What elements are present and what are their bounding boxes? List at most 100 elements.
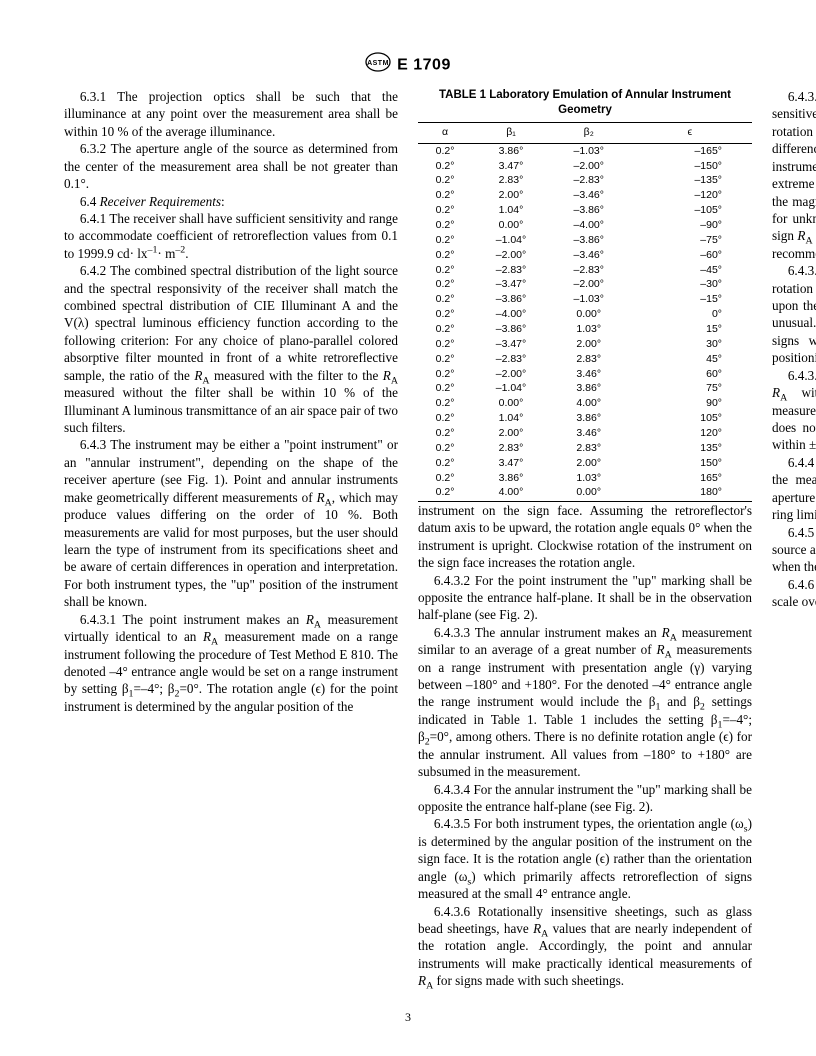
table-cell: –3.47° <box>472 278 550 293</box>
table-cell: 0.2° <box>418 308 472 323</box>
table-cell: –165° <box>628 144 752 159</box>
table-cell: 0.2° <box>418 352 472 367</box>
para-6-4-3-6: 6.4.3.6 Rotationally insensitive sheetin… <box>418 903 752 990</box>
page-body: 6.3.1 The projection optics shall be suc… <box>64 88 752 1000</box>
table-cell: 3.46° <box>550 367 628 382</box>
table-cell: 75° <box>628 382 752 397</box>
table-header-cell: α <box>418 123 472 144</box>
para-6-3-1: 6.3.1 The projection optics shall be suc… <box>64 88 398 140</box>
table-cell: 4.00° <box>472 486 550 501</box>
table-row: 0.2°3.47°–2.00°–150° <box>418 159 752 174</box>
table-cell: 0.2° <box>418 263 472 278</box>
para-6-4-3-5: 6.4.3.5 For both instrument types, the o… <box>418 815 752 902</box>
table-row: 0.2°2.83°2.83°135° <box>418 441 752 456</box>
table-row: 0.2°3.86°–1.03°–165° <box>418 144 752 159</box>
table-1-grid: αβ₁β₂ϵ 0.2°3.86°–1.03°–165°0.2°3.47°–2.0… <box>418 122 752 501</box>
table-cell: 0.2° <box>418 278 472 293</box>
table-cell: 45° <box>628 352 752 367</box>
table-cell: 0.00° <box>472 397 550 412</box>
table-1: TABLE 1 Laboratory Emulation of Annular … <box>418 88 752 502</box>
table-cell: 0.00° <box>550 486 628 501</box>
para-6-4-1: 6.4.1 The receiver shall have sufficient… <box>64 210 398 262</box>
para-6-4-3-7: 6.4.3.7 Most prismatic retroreflectors a… <box>772 88 816 262</box>
table-cell: –135° <box>628 174 752 189</box>
table-cell: –3.86° <box>472 293 550 308</box>
table-cell: –2.83° <box>472 263 550 278</box>
table-row: 0.2°–1.04°–3.86°–75° <box>418 233 752 248</box>
para-6-4-3-4: 6.4.3.4 For the annular instrument the "… <box>418 781 752 816</box>
table-cell: 105° <box>628 412 752 427</box>
table-header-cell: ϵ <box>628 123 752 144</box>
table-cell: 1.03° <box>550 323 628 338</box>
table-cell: 150° <box>628 456 752 471</box>
table-cell: –3.86° <box>550 204 628 219</box>
table-cell: –30° <box>628 278 752 293</box>
para-6-4-3-2: 6.4.3.2 For the point instrument the "up… <box>418 572 752 624</box>
table-cell: 1.04° <box>472 204 550 219</box>
table-row: 0.2°3.86°1.03°165° <box>418 471 752 486</box>
table-row: 0.2°–3.47°–2.00°–30° <box>418 278 752 293</box>
table-cell: –2.83° <box>550 263 628 278</box>
table-cell: –1.03° <box>550 293 628 308</box>
table-cell: 2.00° <box>472 427 550 442</box>
table-cell: 0.2° <box>418 367 472 382</box>
table-cell: –45° <box>628 263 752 278</box>
table-cell: 0.2° <box>418 144 472 159</box>
table-cell: –3.86° <box>472 323 550 338</box>
table-cell: 180° <box>628 486 752 501</box>
table-header-cell: β₂ <box>550 123 628 144</box>
table-cell: 0.2° <box>418 323 472 338</box>
table-cell: –15° <box>628 293 752 308</box>
table-cell: –90° <box>628 219 752 234</box>
para-6-4-header: 6.4 Receiver Requirements: <box>64 193 398 210</box>
para-6-4-3-1: 6.4.3.1 The point instrument makes an RA… <box>64 611 398 716</box>
table-cell: –2.00° <box>550 278 628 293</box>
table-cell: 3.47° <box>472 159 550 174</box>
table-cell: –2.00° <box>472 367 550 382</box>
table-cell: 2.00° <box>550 456 628 471</box>
page-header: ASTM E 1709 <box>0 52 816 78</box>
table-cell: 1.04° <box>472 412 550 427</box>
table-cell: –3.46° <box>550 189 628 204</box>
standard-designation: E 1709 <box>397 56 451 73</box>
table-cell: 2.00° <box>472 189 550 204</box>
table-cell: 0.2° <box>418 382 472 397</box>
table-row: 0.2°–2.83°–2.83°–45° <box>418 263 752 278</box>
table-row: 0.2°–2.83°2.83°45° <box>418 352 752 367</box>
table-cell: 0.2° <box>418 441 472 456</box>
astm-logo-icon: ASTM <box>365 52 391 78</box>
table-cell: 0.2° <box>418 293 472 308</box>
table-cell: 0.2° <box>418 412 472 427</box>
table-cell: –4.00° <box>472 308 550 323</box>
table-cell: 4.00° <box>550 397 628 412</box>
table-cell: –2.00° <box>472 248 550 263</box>
table-cell: 135° <box>628 441 752 456</box>
table-cell: 60° <box>628 367 752 382</box>
para-6-3-2: 6.3.2 The aperture angle of the source a… <box>64 140 398 192</box>
table-row: 0.2°0.00°4.00°90° <box>418 397 752 412</box>
table-cell: –2.00° <box>550 159 628 174</box>
table-row: 0.2°2.83°–2.83°–135° <box>418 174 752 189</box>
table-cell: 2.83° <box>472 174 550 189</box>
table-cell: –1.04° <box>472 382 550 397</box>
table-cell: 0.2° <box>418 233 472 248</box>
para-6-4-3-8: 6.4.3.8 A point instrument can gage the … <box>772 262 816 367</box>
table-row: 0.2°–3.47°2.00°30° <box>418 337 752 352</box>
table-cell: 0.2° <box>418 397 472 412</box>
table-cell: –120° <box>628 189 752 204</box>
para-6-4-5: 6.4.5 The combined stability of the outp… <box>772 524 816 576</box>
table-cell: 0.2° <box>418 159 472 174</box>
table-cell: –1.04° <box>472 233 550 248</box>
table-cell: 0.2° <box>418 486 472 501</box>
table-cell: 0.2° <box>418 174 472 189</box>
table-cell: 0.2° <box>418 219 472 234</box>
table-cell: 3.86° <box>472 471 550 486</box>
table-cell: 120° <box>628 427 752 442</box>
table-cell: 15° <box>628 323 752 338</box>
table-cell: –2.83° <box>472 352 550 367</box>
table-row: 0.2°–2.00°3.46°60° <box>418 367 752 382</box>
para-6-4-3: 6.4.3 The instrument may be either a "po… <box>64 436 398 610</box>
table-cell: –3.86° <box>550 233 628 248</box>
table-cell: 0.2° <box>418 456 472 471</box>
table-row: 0.2°1.04°3.86°105° <box>418 412 752 427</box>
